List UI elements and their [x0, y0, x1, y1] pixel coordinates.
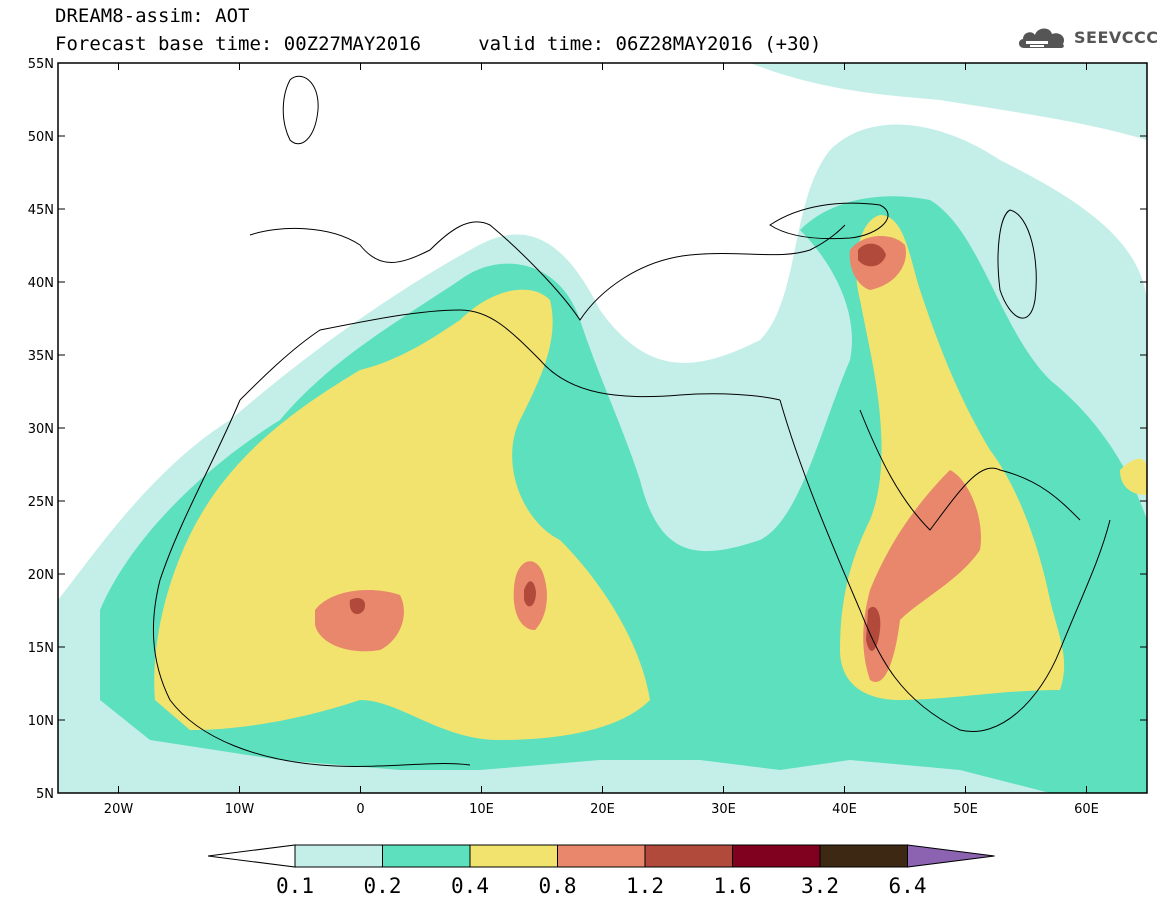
cloud-logo-icon — [1018, 28, 1065, 48]
lon-tick-label: 30E — [711, 802, 736, 817]
aot-contour-0.8 — [863, 470, 981, 682]
lat-tick-label: 20N — [28, 568, 54, 583]
aot-contour-0.8 — [315, 590, 404, 652]
colorbar-label: 1.2 — [626, 874, 664, 898]
lat-tick-label: 40N — [28, 276, 54, 291]
lon-tick-label: 50E — [953, 802, 978, 817]
coastline-black-sea — [769, 202, 889, 240]
colorbar-under-triangle — [207, 844, 296, 868]
colorbar: 0.1 0.2 0.4 0.8 1.2 1.6 3.2 6.4 — [207, 844, 995, 898]
aot-contour-0.4 — [154, 289, 650, 740]
lat-tick-label: 25N — [28, 495, 54, 510]
aot-contour-1.2 — [524, 581, 536, 607]
lat-tick-label: 30N — [28, 422, 54, 437]
aot-contour-1.2 — [349, 598, 366, 615]
longitude-axis: 20W 10W 0 10E 20E 30E 40E 50E 60E — [104, 63, 1099, 817]
lon-tick-label: 20E — [590, 802, 615, 817]
aot-contour-1.2 — [858, 243, 886, 267]
lat-tick-label: 50N — [28, 130, 54, 145]
lon-tick-label: 60E — [1074, 802, 1099, 817]
colorbar-label: 0.8 — [539, 874, 577, 898]
lon-tick-label: 10E — [469, 802, 494, 817]
colorbar-box — [294, 844, 383, 868]
colorbar-box — [644, 844, 733, 868]
lat-tick-label: 45N — [28, 203, 54, 218]
colorbar-label: 6.4 — [889, 874, 927, 898]
coastline-caspian — [997, 209, 1037, 319]
latitude-axis: 55N 50N 45N 40N 35N 30N 25N 20N 15N 10N 5N — [28, 57, 1147, 802]
seevccc-logo: SEEVCCC — [1016, 22, 1159, 52]
coastline-north-africa — [239, 309, 781, 401]
lon-tick-label: 0 — [356, 802, 364, 817]
lat-tick-label: 55N — [28, 57, 54, 72]
lon-tick-label: 10W — [225, 802, 255, 817]
colorbar-label: 1.6 — [714, 874, 752, 898]
colorbar-label: 0.2 — [364, 874, 402, 898]
coastline-red-sea — [779, 399, 1111, 732]
coastlines — [152, 75, 1111, 767]
lat-tick-label: 5N — [36, 787, 54, 802]
lat-tick-label: 10N — [28, 714, 54, 729]
colorbar-box — [819, 844, 908, 868]
lon-tick-label: 20W — [104, 802, 134, 817]
coastline-arabia — [859, 409, 1081, 531]
colorbar-box — [732, 844, 821, 868]
colorbar-label: 0.4 — [451, 874, 489, 898]
colorbar-box — [557, 844, 646, 868]
coastline-west-africa — [152, 399, 471, 767]
lat-tick-label: 35N — [28, 349, 54, 364]
aot-field — [58, 63, 1147, 793]
logo-text: SEEVCCC — [1074, 27, 1159, 47]
aot-contour-0.4 — [1120, 458, 1147, 495]
lon-tick-label: 40E — [832, 802, 857, 817]
aot-contour-0.1 — [750, 63, 1147, 140]
coastline-british-isles — [282, 75, 319, 145]
colorbar-box — [469, 844, 558, 868]
colorbar-label: 0.1 — [276, 874, 314, 898]
coastline-europe — [249, 221, 846, 321]
colorbar-over-triangle — [907, 844, 995, 868]
lat-tick-label: 15N — [28, 641, 54, 656]
forecast-time-subtitle: Forecast base time: 00Z27MAY2016 valid t… — [55, 33, 822, 55]
colorbar-label: 3.2 — [801, 874, 839, 898]
colorbar-box — [382, 844, 471, 868]
chart-title: DREAM8-assim: AOT — [55, 5, 250, 27]
aot-contour-1.2 — [866, 606, 881, 651]
